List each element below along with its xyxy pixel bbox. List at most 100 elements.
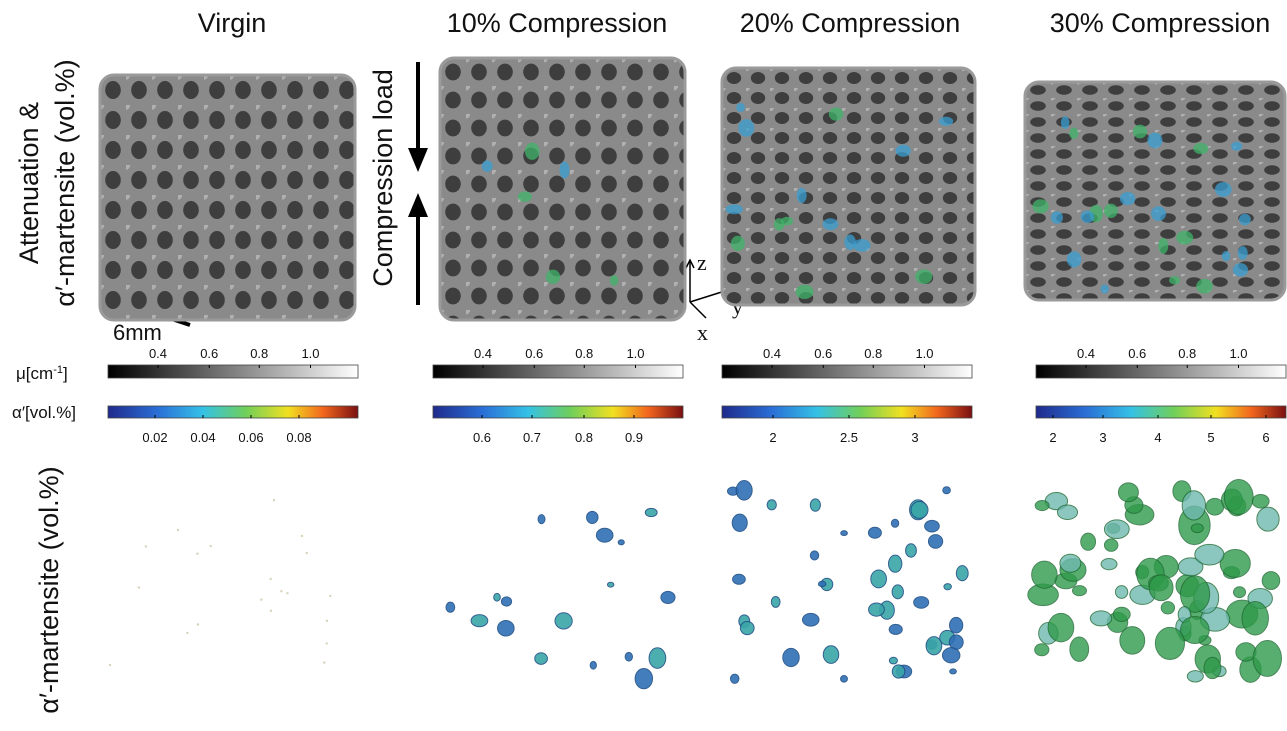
martensite-blob — [950, 669, 957, 674]
trace — [177, 529, 179, 531]
attenuation-colorbar — [722, 365, 972, 378]
martensite-spot — [844, 235, 856, 251]
martensite-blob — [1195, 544, 1224, 565]
martensite-blob — [1257, 507, 1279, 531]
martensite-spot — [1196, 279, 1212, 294]
martensite-spot — [1151, 206, 1166, 221]
attenuation-colorbar — [108, 365, 358, 378]
martensite-blob — [1104, 520, 1129, 539]
attenuation-tick-label: 0.6 — [814, 346, 832, 361]
figure: Attenuation & α′-martensite (vol.%) α′-m… — [0, 0, 1287, 731]
martensite-blob — [446, 602, 455, 612]
column-title: Virgin — [198, 8, 267, 38]
martensite-blob — [590, 661, 596, 669]
trace — [273, 499, 275, 501]
martensite-blob — [618, 540, 624, 545]
attenuation-colorbar — [1036, 365, 1286, 378]
martensite-blob — [911, 501, 928, 518]
trace — [326, 642, 328, 644]
martensite-blob — [914, 597, 929, 609]
trace — [270, 610, 272, 612]
martensite-spot — [829, 107, 844, 120]
martensite-blob — [732, 514, 747, 531]
martensite-spot — [1193, 143, 1208, 154]
martensite-blob — [810, 499, 820, 511]
trace — [326, 620, 328, 622]
row-label: α′-martensite (vol.%) — [34, 466, 64, 713]
martensite-blob — [889, 555, 902, 572]
martensite-blob — [1262, 572, 1280, 590]
row-label: Attenuation & — [14, 102, 44, 264]
martensite-blob — [1104, 539, 1117, 551]
martensite-blob — [1070, 637, 1089, 661]
martensite-blob — [1032, 561, 1057, 588]
martensite-tick-label: 4 — [1154, 430, 1161, 445]
martensite-blob — [733, 574, 746, 584]
martensite-blob — [892, 665, 905, 678]
martensite-blob — [892, 585, 903, 599]
scale-bar-label: 6mm — [113, 320, 162, 345]
martensite-blob — [1220, 550, 1250, 578]
martensite-blob — [906, 544, 917, 557]
martensite-tick-label: 2 — [769, 430, 776, 445]
martensite-blob — [926, 637, 942, 655]
attenuation-tick-label: 0.4 — [763, 346, 781, 361]
martensite-blob — [783, 648, 799, 666]
martensite-tick-label: 0.7 — [523, 430, 541, 445]
martensite-blob — [1181, 617, 1210, 644]
martensite-blob — [871, 570, 887, 588]
martensite-tick-label: 5 — [1207, 430, 1214, 445]
martensite-blob — [498, 620, 515, 636]
martensite-blob — [889, 624, 902, 634]
martensite-spot — [797, 188, 807, 203]
martensite-tick-label: 2.5 — [840, 430, 858, 445]
martensite-blob — [1182, 491, 1205, 520]
trace — [260, 599, 262, 601]
martensite-blob — [1101, 559, 1117, 570]
martensite-blob — [810, 551, 818, 560]
martensite-spot — [796, 285, 814, 299]
attenuation-colorbar — [433, 365, 683, 378]
martensite-spot — [774, 218, 784, 231]
martensite-spot — [939, 117, 953, 126]
martensite-label: α′[vol.%] — [12, 403, 76, 422]
martensite-blob — [1233, 587, 1245, 598]
label-sup: -1 — [53, 364, 63, 376]
martensite-blob — [841, 676, 848, 683]
martensite-blob — [635, 669, 652, 689]
attenuation-tick-label: 0.4 — [149, 346, 167, 361]
martensite-blob — [596, 528, 613, 542]
axis-label: x — [697, 320, 708, 345]
martensite-blob — [555, 613, 572, 629]
trace — [196, 553, 198, 555]
martensite-spot — [518, 191, 532, 201]
trace — [138, 586, 140, 588]
attenuation-label: μ[cm-1] — [16, 364, 68, 383]
martensite-blob — [501, 597, 511, 606]
trace — [145, 545, 147, 547]
trace — [306, 552, 308, 554]
martensite-spot — [1120, 192, 1136, 205]
martensite-blob — [841, 531, 848, 536]
martensite-blob — [889, 657, 897, 664]
martensite-blob — [1118, 483, 1138, 502]
trace — [270, 578, 272, 580]
attenuation-tick-label: 0.8 — [864, 346, 882, 361]
arrow-head — [408, 193, 428, 217]
attenuation-tick-label: 0.8 — [250, 346, 268, 361]
martensite-spot — [1158, 238, 1168, 254]
arrow-head — [408, 148, 428, 172]
martensite-blob — [1161, 602, 1174, 614]
martensite-blob — [1224, 479, 1253, 514]
attenuation-tick-label: 1.0 — [915, 346, 933, 361]
martensite-spot — [1176, 231, 1193, 245]
trace — [280, 590, 282, 592]
trace — [109, 664, 111, 666]
martensite-colorbar — [433, 406, 683, 418]
attenuation-tick-label: 0.6 — [525, 346, 543, 361]
martensite-blob — [1149, 575, 1173, 601]
martensite-spot — [1222, 251, 1230, 261]
martensite-colorbar — [108, 406, 358, 418]
trace — [301, 535, 303, 537]
martensite-blob — [535, 653, 548, 665]
